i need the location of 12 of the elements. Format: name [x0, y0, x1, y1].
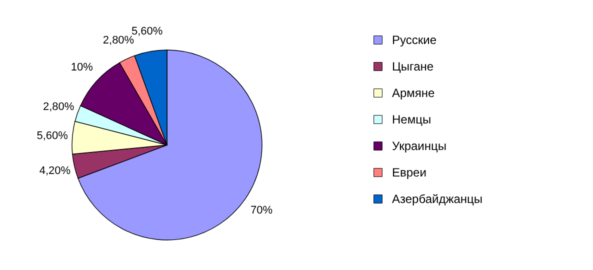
legend-label: Азербайджанцы: [392, 192, 483, 206]
legend-label: Русские: [392, 33, 437, 47]
data-label: 4,20%: [39, 164, 71, 177]
data-label: 5,60%: [36, 130, 68, 142]
legend-label: Армяне: [392, 86, 436, 100]
legend-label: Евреи: [392, 166, 426, 180]
data-label: 2,80%: [42, 100, 74, 113]
legend-label: Украинцы: [392, 139, 447, 153]
legend-label: Немцы: [392, 112, 432, 126]
data-label: 10%: [70, 62, 94, 74]
legend-label: Цыгане: [392, 60, 434, 74]
data-label: 70%: [250, 204, 273, 217]
